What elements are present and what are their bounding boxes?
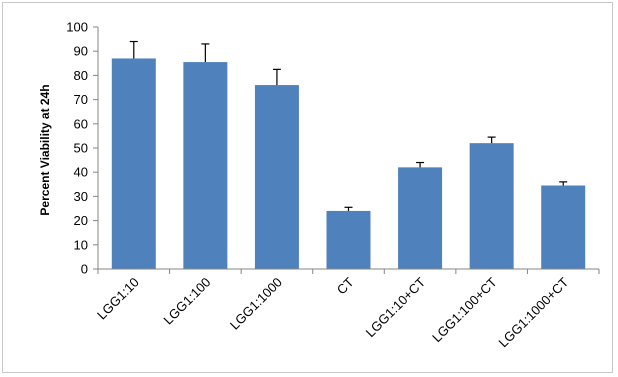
y-axis-title: Percent Viability at 24h bbox=[38, 84, 52, 215]
y-tick-label: 0 bbox=[81, 262, 88, 277]
y-tick-label: 100 bbox=[66, 20, 88, 35]
y-tick-label: 20 bbox=[74, 213, 88, 228]
error-bars bbox=[129, 40, 568, 211]
bar bbox=[254, 85, 299, 269]
bar-chart: Percent Viability at 24h 0 10 20 30 40 50 60 70… bbox=[38, 20, 600, 350]
y-tick-label: 80 bbox=[74, 68, 88, 83]
y-tick-label: 70 bbox=[74, 92, 88, 107]
y-tick-label: 90 bbox=[74, 44, 88, 59]
x-tick-label: LGG1:100+CT bbox=[429, 274, 500, 345]
chart-frame: Percent Viability at 24h 0 10 20 30 40 50 60 70… bbox=[2, 2, 613, 373]
x-tick-label: LGG1:1000 bbox=[227, 275, 285, 333]
x-tick-label: LGG1:10+CT bbox=[363, 274, 429, 340]
x-tick-label: LGG1:10 bbox=[94, 275, 142, 323]
y-tick-label: 50 bbox=[74, 141, 88, 156]
x-axis-ticks: LGG1:10 LGG1:100 LGG1:1000 CT LGG1:10+CT LGG1… bbox=[94, 274, 571, 350]
bar bbox=[469, 143, 514, 269]
bar bbox=[111, 58, 156, 270]
y-tick-label: 40 bbox=[74, 165, 88, 180]
y-tick-label: 60 bbox=[74, 116, 88, 131]
x-tick-label: LGG1:1000+CT bbox=[496, 274, 572, 350]
bars bbox=[111, 58, 586, 270]
y-axis-title-group: Percent Viability at 24h bbox=[38, 84, 52, 215]
bar bbox=[398, 167, 443, 269]
y-tick-label: 10 bbox=[74, 237, 88, 252]
bar bbox=[183, 62, 228, 270]
bar bbox=[541, 185, 586, 269]
x-tick-label: LGG1:100 bbox=[160, 275, 213, 328]
axes bbox=[93, 26, 600, 274]
bar bbox=[326, 210, 371, 269]
y-tick-label: 30 bbox=[74, 189, 88, 204]
x-tick-label: CT bbox=[334, 274, 357, 297]
y-axis-ticks: 0 10 20 30 40 50 60 70 80 90 100 bbox=[66, 20, 88, 277]
